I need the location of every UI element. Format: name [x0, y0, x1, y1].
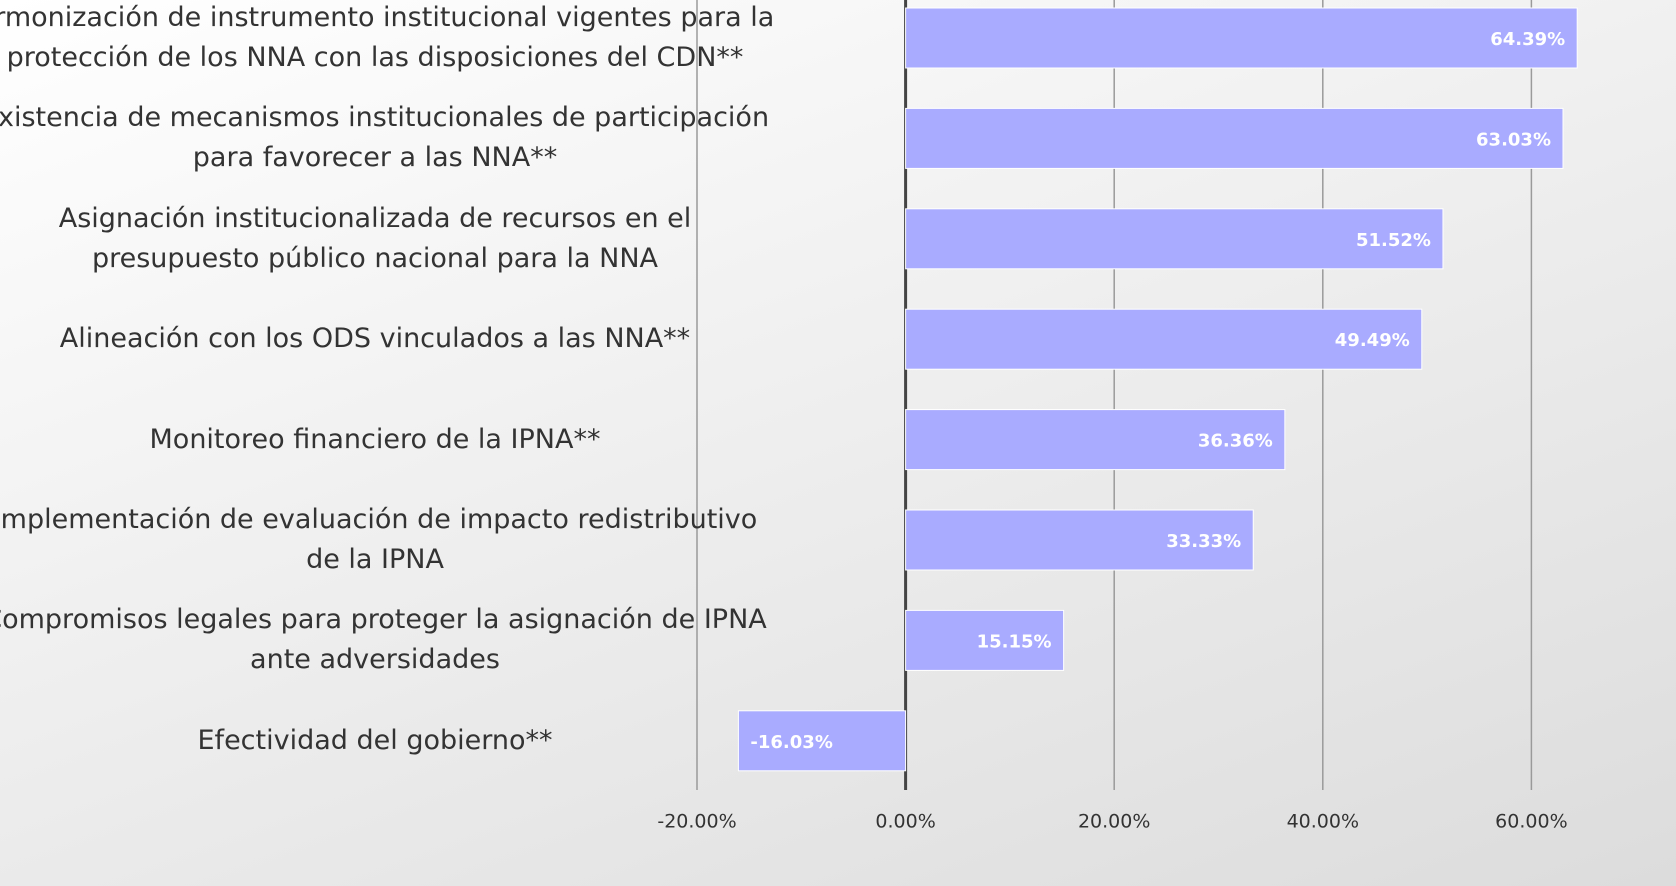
- data-label: -16.03%: [750, 732, 832, 753]
- category-text: Implementación de evaluación de impacto …: [0, 504, 758, 575]
- x-tick-label: 0.00%: [875, 811, 935, 833]
- data-label: 64.39%: [1490, 29, 1565, 50]
- bar: [737, 710, 907, 772]
- data-label: 36.36%: [1198, 431, 1273, 452]
- bar: [905, 208, 1444, 270]
- category-label: Asignación institucionalizada de recurso…: [0, 199, 785, 279]
- bar: [905, 609, 1065, 671]
- category-text: Alineación con los ODS vinculados a las …: [59, 323, 691, 355]
- category-label: Monitoreo financiero de la IPNA**: [0, 420, 785, 460]
- bar: [905, 409, 1286, 471]
- data-label: 33.33%: [1166, 531, 1241, 552]
- category-text: Compromisos legales para proteger la asi…: [0, 604, 767, 676]
- category-label: Alineación con los ODS vinculados a las …: [0, 319, 785, 359]
- bar: [905, 7, 1578, 69]
- x-tick-label: 20.00%: [1078, 811, 1150, 833]
- category-label: Implementación de evaluación de impacto …: [0, 500, 785, 580]
- category-text: Monitoreo financiero de la IPNA**: [149, 423, 601, 455]
- bar: [905, 107, 1564, 169]
- data-label: 51.52%: [1356, 230, 1431, 251]
- bar: [905, 509, 1254, 571]
- category-text: Existencia de mecanismos institucionales…: [0, 102, 770, 174]
- bar: [905, 308, 1423, 370]
- category-text: Asignación institucionalizada de recurso…: [58, 202, 692, 274]
- category-label: Armonización de instrumento instituciona…: [0, 0, 785, 78]
- x-tick-label: 60.00%: [1495, 811, 1567, 833]
- category-text: Armonización de instrumento instituciona…: [0, 2, 775, 73]
- x-tick-label: 40.00%: [1287, 811, 1359, 833]
- x-tick-label: -20.00%: [657, 811, 736, 833]
- category-label: Compromisos legales para proteger la asi…: [0, 600, 785, 680]
- data-label: 49.49%: [1335, 330, 1410, 351]
- category-label: Efectividad del gobierno**: [0, 721, 785, 761]
- data-label: 15.15%: [977, 631, 1052, 652]
- data-label: 63.03%: [1476, 129, 1551, 150]
- category-label: Existencia de mecanismos institucionales…: [0, 98, 785, 178]
- category-text: Efectividad del gobierno**: [197, 724, 553, 756]
